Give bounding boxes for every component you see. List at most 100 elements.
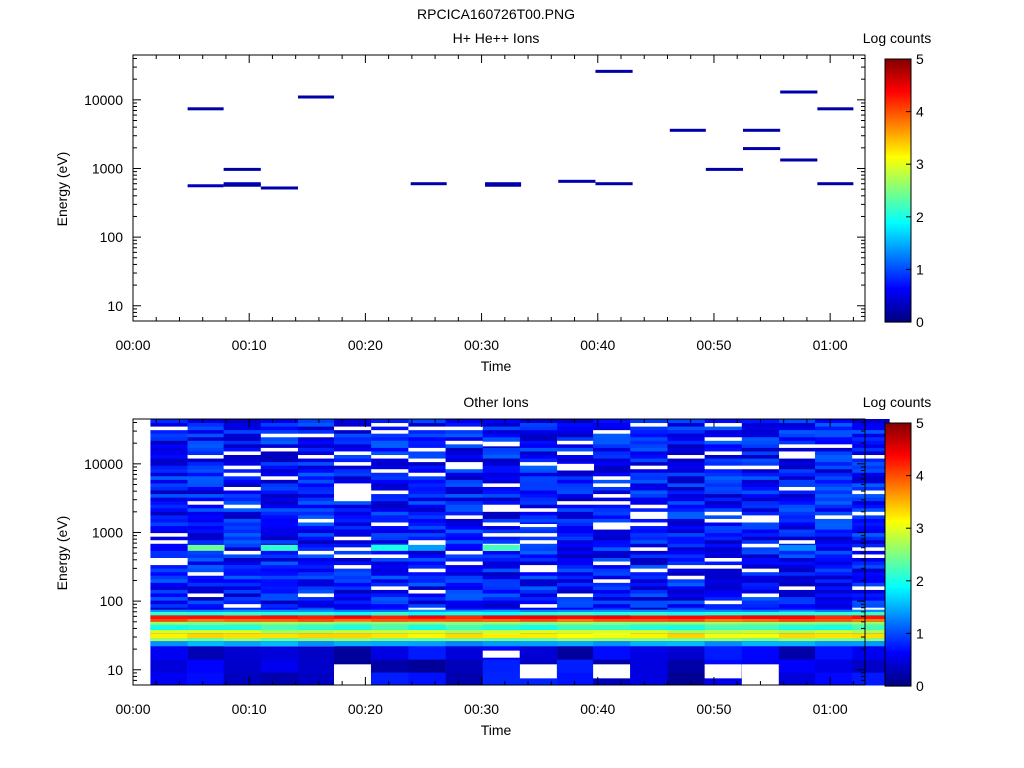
data-cell xyxy=(557,514,595,519)
colorbar-step xyxy=(885,427,911,431)
data-cell xyxy=(779,497,817,502)
data-cell xyxy=(741,641,780,647)
data-cell xyxy=(630,422,668,427)
colorbar-step xyxy=(885,212,911,216)
data-cell xyxy=(852,454,890,459)
data-cell xyxy=(557,525,595,530)
data-cell xyxy=(630,564,668,569)
data-cell xyxy=(741,440,780,445)
data-cell xyxy=(187,672,226,686)
data-cell xyxy=(741,475,780,480)
colorbar-step xyxy=(885,556,911,560)
data-cell xyxy=(150,429,188,434)
data-cell xyxy=(741,525,780,530)
data-cell xyxy=(482,536,521,541)
data-cell xyxy=(741,578,780,583)
data-cell xyxy=(815,419,853,424)
colorbar-step xyxy=(885,126,911,130)
colorbar-step xyxy=(885,142,911,146)
data-cell xyxy=(557,611,595,616)
data-cell xyxy=(482,624,521,630)
colorbar-step xyxy=(885,188,911,192)
data-cell xyxy=(704,461,743,466)
data-cell xyxy=(371,475,409,480)
data-cell xyxy=(667,490,705,495)
data-cell xyxy=(815,536,853,541)
data-cell xyxy=(187,609,226,612)
data-cell xyxy=(260,465,299,470)
data-cell xyxy=(408,603,446,608)
data-cell xyxy=(223,561,262,566)
data-cell xyxy=(297,553,336,558)
data-cell xyxy=(150,518,188,523)
data-cell xyxy=(815,582,853,587)
data-cell xyxy=(297,575,336,580)
data-cell xyxy=(223,638,262,642)
data-cell xyxy=(593,433,631,438)
colorbar-step xyxy=(885,129,911,132)
data-cell xyxy=(445,568,484,573)
data-cell xyxy=(187,468,226,473)
data-cell xyxy=(334,422,372,427)
colorbar-step xyxy=(885,473,911,477)
data-cell xyxy=(519,497,558,502)
plot-frame xyxy=(132,54,866,322)
data-cell xyxy=(557,633,595,639)
data-cell xyxy=(223,672,262,686)
data-cell xyxy=(593,578,631,583)
data-cell xyxy=(150,461,188,466)
data-cell xyxy=(445,518,484,523)
data-cell xyxy=(297,482,336,487)
data-cell xyxy=(334,575,372,580)
data-cell xyxy=(815,507,853,512)
data-cell xyxy=(408,465,446,470)
data-cell xyxy=(741,532,780,537)
colorbar-step xyxy=(885,115,911,119)
colorbar-step xyxy=(885,229,911,233)
data-cell xyxy=(408,450,446,456)
data-cell xyxy=(371,458,409,463)
data-cell xyxy=(297,500,336,505)
data-cell xyxy=(223,578,262,583)
data-cell xyxy=(371,564,409,569)
data-cell xyxy=(630,479,668,484)
data-cell xyxy=(667,419,705,424)
data-cell xyxy=(187,518,226,523)
data-cell xyxy=(223,461,262,466)
data-cell xyxy=(557,659,595,673)
data-cell xyxy=(779,422,817,427)
data-cell xyxy=(150,525,188,530)
data-cell xyxy=(260,493,299,498)
colorbar-step xyxy=(885,508,911,512)
colorbar-step xyxy=(885,236,911,240)
data-cell xyxy=(630,568,668,573)
data-cell xyxy=(445,593,484,598)
data-cell xyxy=(334,615,372,619)
data-cell xyxy=(667,429,705,434)
data-cell xyxy=(557,672,595,686)
data-cell xyxy=(371,582,409,587)
data-cell xyxy=(223,490,262,495)
data-cell xyxy=(667,539,705,544)
data-cell xyxy=(852,493,890,498)
data-cell xyxy=(150,633,188,639)
data-cell xyxy=(593,486,631,491)
colorbar-step xyxy=(885,493,911,496)
colorbar-step xyxy=(885,666,911,670)
data-cell xyxy=(150,578,188,583)
data-cell xyxy=(852,486,890,491)
data-cell xyxy=(297,511,336,516)
data-cell xyxy=(519,596,558,601)
data-cell xyxy=(815,468,853,473)
colorbar-step xyxy=(885,74,911,78)
data-cell xyxy=(593,532,631,537)
colorbar-step xyxy=(885,100,911,104)
colorbar-step xyxy=(885,284,911,288)
data-cell xyxy=(779,593,817,598)
data-cell xyxy=(593,575,631,580)
data-cell xyxy=(852,624,890,630)
data-cell xyxy=(445,482,484,487)
data-cell xyxy=(334,536,372,541)
colorbar-step xyxy=(885,216,911,220)
data-cell xyxy=(187,525,226,530)
